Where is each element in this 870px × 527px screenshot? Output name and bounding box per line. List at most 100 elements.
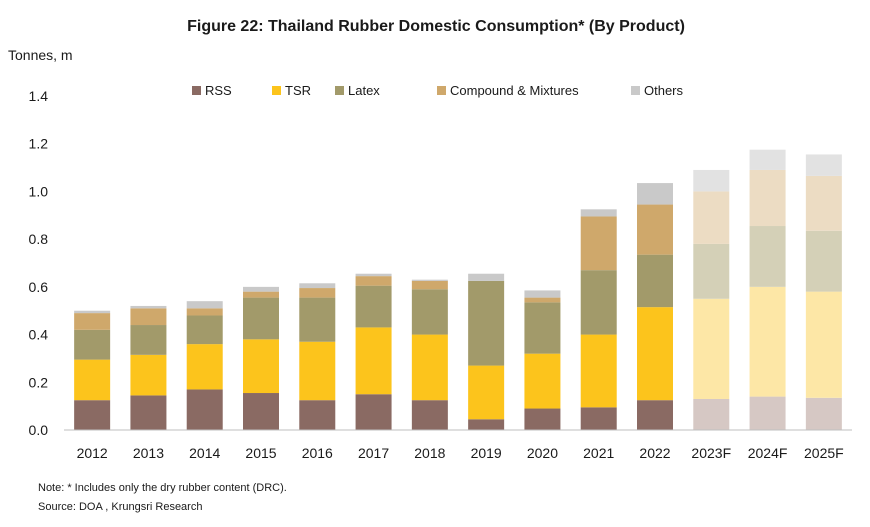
bar-segment-rss-2015 bbox=[243, 393, 279, 430]
x-tick-label: 2023F bbox=[691, 445, 731, 461]
bar-segment-tsr-2014 bbox=[186, 344, 223, 390]
bar-segment-others-2014 bbox=[186, 301, 223, 309]
bar-segment-tsr-2020 bbox=[524, 353, 561, 409]
bar-segment-rss-2022 bbox=[637, 400, 673, 430]
bar-segment-latex-2019 bbox=[468, 280, 505, 366]
legend-swatch-rss bbox=[192, 86, 201, 95]
x-tick-label: 2020 bbox=[527, 445, 558, 461]
bar-segment-tsr-2023f bbox=[693, 298, 730, 399]
bar-segment-tsr-2024f bbox=[749, 286, 786, 397]
x-tick-label: 2021 bbox=[583, 445, 614, 461]
x-tick-label: 2012 bbox=[77, 445, 108, 461]
y-tick-label: 1.4 bbox=[29, 88, 49, 104]
x-tick-label: 2014 bbox=[189, 445, 220, 461]
footnote-source: Source: DOA , Krungsri Research bbox=[38, 501, 203, 513]
bar-segment-compound-mixtures-2018 bbox=[411, 280, 448, 290]
bar-segment-latex-2017 bbox=[355, 285, 392, 328]
x-axis-ticks: 2012 2013 2014 2015 2016 2017 2018 2019 2020 2021… bbox=[77, 445, 844, 461]
x-tick-label: 2017 bbox=[358, 445, 389, 461]
bar-segment-compound-mixtures-2020 bbox=[524, 297, 561, 303]
legend: RSS TSR Latex Compound & Mixtures Others bbox=[192, 83, 684, 98]
bar-segment-rss-2012 bbox=[74, 400, 111, 430]
bar-segment-latex-2023f bbox=[693, 243, 730, 299]
bar-segment-others-2019 bbox=[468, 273, 505, 281]
bar-segment-latex-2013 bbox=[130, 325, 167, 355]
bar-segment-compound-mixtures-2014 bbox=[186, 308, 223, 316]
bar-segment-latex-2022 bbox=[637, 254, 673, 308]
bar-segment-rss-2013 bbox=[130, 395, 167, 430]
bar-segment-compound-mixtures-2015 bbox=[243, 291, 279, 298]
bar-segment-tsr-2025f bbox=[805, 291, 842, 398]
bar-segment-others-2015 bbox=[243, 286, 279, 292]
bar-segment-latex-2021 bbox=[580, 270, 617, 335]
x-tick-label: 2015 bbox=[245, 445, 276, 461]
bar-segment-rss-2023f bbox=[693, 398, 730, 430]
x-tick-label: 2016 bbox=[302, 445, 333, 461]
bar-segment-others-2012 bbox=[74, 310, 111, 314]
x-tick-label: 2018 bbox=[414, 445, 445, 461]
bar-segment-latex-2014 bbox=[186, 315, 223, 345]
bar-segment-others-2024f bbox=[749, 149, 786, 170]
y-tick-label: 1.0 bbox=[29, 183, 49, 199]
bar-segment-others-2025f bbox=[805, 154, 842, 176]
bar-segment-compound-mixtures-2013 bbox=[130, 308, 167, 326]
x-tick-label: 2025F bbox=[804, 445, 844, 461]
bar-segment-tsr-2012 bbox=[74, 359, 111, 401]
bar-segment-rss-2024f bbox=[749, 396, 786, 430]
bar-segment-others-2016 bbox=[299, 283, 336, 289]
y-tick-label: 0.2 bbox=[29, 374, 49, 390]
y-tick-label: 0.0 bbox=[29, 422, 49, 438]
bar-segment-others-2018 bbox=[411, 279, 448, 281]
legend-swatch-compound-mixtures bbox=[437, 86, 446, 95]
legend-label: TSR bbox=[285, 83, 311, 98]
legend-label: Others bbox=[644, 83, 684, 98]
x-tick-label: 2022 bbox=[639, 445, 670, 461]
bar-segment-others-2021 bbox=[580, 209, 617, 217]
bar-segment-compound-mixtures-2012 bbox=[74, 313, 111, 330]
bar-segment-latex-2012 bbox=[74, 329, 111, 360]
bar-segment-compound-mixtures-2022 bbox=[637, 204, 673, 255]
legend-label: Compound & Mixtures bbox=[450, 83, 579, 98]
bar-segment-rss-2018 bbox=[411, 400, 448, 430]
bar-segment-latex-2025f bbox=[805, 230, 842, 292]
bar-segment-rss-2017 bbox=[355, 394, 392, 430]
bar-segment-rss-2019 bbox=[468, 419, 505, 430]
bar-segment-tsr-2018 bbox=[411, 334, 448, 401]
bar-segment-tsr-2013 bbox=[130, 354, 167, 396]
bar-segment-compound-mixtures-2017 bbox=[355, 276, 392, 286]
bar-segment-tsr-2017 bbox=[355, 327, 392, 395]
bar-segment-others-2013 bbox=[130, 305, 167, 309]
bar-segment-tsr-2021 bbox=[580, 334, 617, 408]
bar-segment-others-2017 bbox=[355, 273, 392, 277]
x-tick-label: 2013 bbox=[133, 445, 164, 461]
footnote-note: Note: * Includes only the dry rubber con… bbox=[38, 482, 287, 494]
bar-segment-tsr-2015 bbox=[243, 339, 279, 394]
legend-swatch-others bbox=[631, 86, 640, 95]
legend-swatch-latex bbox=[335, 86, 344, 95]
bar-segment-tsr-2016 bbox=[299, 341, 336, 401]
y-tick-label: 1.2 bbox=[29, 136, 49, 152]
bar-segment-tsr-2019 bbox=[468, 365, 505, 420]
y-axis-ticks: 0.0 0.2 0.4 0.6 0.8 1.0 1.2 1.4 bbox=[29, 88, 49, 438]
bar-segment-latex-2018 bbox=[411, 289, 448, 335]
y-axis-unit-label: Tonnes, m bbox=[8, 47, 73, 63]
y-tick-label: 0.6 bbox=[29, 279, 49, 295]
bar-segment-rss-2014 bbox=[186, 389, 223, 430]
bar-segment-latex-2015 bbox=[243, 297, 279, 340]
bar-segment-tsr-2022 bbox=[637, 307, 673, 401]
bar-segment-others-2020 bbox=[524, 290, 561, 298]
bar-segment-others-2023f bbox=[693, 169, 730, 192]
x-tick-label: 2019 bbox=[471, 445, 502, 461]
bar-segment-latex-2020 bbox=[524, 302, 561, 354]
bar-segment-compound-mixtures-2024f bbox=[749, 169, 786, 227]
bar-segment-rss-2025f bbox=[805, 397, 842, 430]
y-tick-label: 0.4 bbox=[29, 327, 49, 343]
bar-segment-latex-2016 bbox=[299, 297, 336, 342]
bar-segment-compound-mixtures-2025f bbox=[805, 175, 842, 231]
y-tick-label: 0.8 bbox=[29, 231, 49, 247]
bar-segment-compound-mixtures-2023f bbox=[693, 191, 730, 244]
bars bbox=[74, 149, 842, 430]
legend-label: RSS bbox=[205, 83, 232, 98]
legend-swatch-tsr bbox=[272, 86, 281, 95]
